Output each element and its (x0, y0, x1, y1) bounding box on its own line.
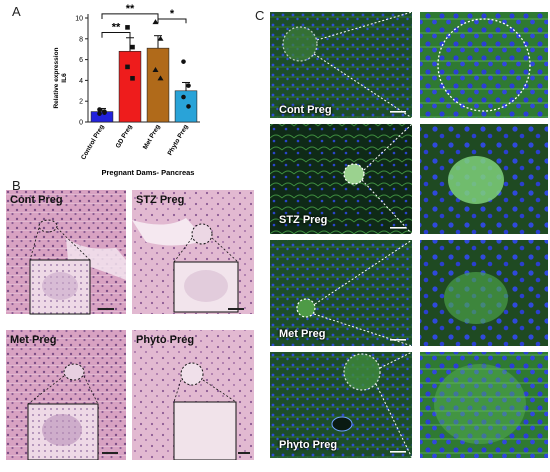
chart-x-tick-label: Control Preg (80, 123, 106, 161)
if-label-met: Met Preg (279, 328, 326, 340)
chart-data-point (157, 35, 164, 41)
if-label-stz: STZ Preg (279, 214, 328, 226)
chart-data-point (130, 44, 135, 50)
chart-data-point (181, 59, 186, 64)
chart-y-axis-title-line1: Relative expression (53, 47, 60, 108)
chart-significance-bracket (101, 32, 131, 38)
chart-y-tick-label: 6 (79, 57, 83, 64)
chart-data-point (157, 75, 164, 81)
chart-data-point (130, 76, 135, 81)
chart-bar (118, 50, 142, 123)
he-inset-phyto (173, 401, 237, 460)
he-scale-bar-2 (228, 308, 244, 310)
he-scale-bar-3 (102, 452, 118, 454)
if-scale-bar-3 (390, 339, 406, 341)
if-scale-bar-4 (390, 451, 406, 453)
if-tile-cont (270, 12, 412, 118)
chart-significance-label: * (170, 8, 175, 20)
chart-significance-bracket (157, 18, 187, 24)
if-zoom-cont (420, 12, 548, 118)
chart-x-tick-label: GD Preg (115, 123, 134, 149)
panel-label-c: C (255, 8, 265, 23)
he-micrograph-grid (6, 190, 254, 460)
chart-bar (174, 90, 198, 123)
chart-data-point (125, 64, 130, 70)
chart-x-tick-label: Phyto Preg (167, 123, 190, 156)
chart-data-point (181, 94, 186, 100)
chart-significance-label: ** (112, 22, 121, 34)
il6-bar-chart: 0 2 4 6 8 10 Control Preg GD Preg Met Preg Phyto … (53, 3, 200, 177)
chart-y-tick-label: 10 (75, 16, 83, 23)
panel-label-b: B (12, 178, 21, 193)
chart-y-tick-label: 4 (79, 78, 83, 85)
chart-y-tick-label: 0 (79, 120, 83, 127)
chart-x-tick-label: Met Preg (142, 123, 162, 150)
he-label-cont: Cont Preg (10, 194, 63, 206)
chart-data-point (152, 19, 159, 25)
if-tile-stz (270, 124, 412, 234)
chart-bar (90, 111, 114, 123)
chart-data-point (102, 110, 107, 115)
if-micrograph-grid (270, 12, 548, 458)
chart-significance-bracket (101, 13, 159, 20)
he-scale-bar-4 (238, 452, 250, 454)
chart-y-axis-title-line2: IL6 (61, 73, 68, 83)
if-scale-bar-2 (390, 227, 406, 229)
he-label-phyto: Phyto Preg (136, 334, 195, 346)
if-label-cont: Cont Preg (279, 104, 332, 116)
chart-y-tick-label: 8 (79, 36, 83, 43)
if-tile-phyto (270, 352, 412, 458)
chart-data-point (97, 111, 102, 116)
if-zoom-phyto (420, 352, 548, 458)
if-label-phyto: Phyto Preg (279, 439, 338, 451)
he-scale-bar-1 (98, 308, 114, 310)
chart-data-point (186, 83, 191, 88)
he-label-stz: STZ Preg (136, 194, 185, 206)
chart-significance-label: ** (126, 3, 135, 15)
chart-x-axis-title: Pregnant Dams- Pancreas (102, 168, 195, 177)
panel-label-a: A (12, 4, 21, 19)
chart-bar (146, 47, 170, 123)
if-tile-met (270, 240, 412, 346)
chart-data-point (152, 67, 159, 72)
chart-y-tick-label: 2 (79, 99, 83, 106)
if-scale-bar-1 (390, 111, 406, 113)
chart-data-point (97, 107, 102, 112)
he-label-met: Met Preg (10, 334, 57, 346)
chart-data-point (125, 25, 130, 30)
chart-data-point (186, 104, 191, 109)
